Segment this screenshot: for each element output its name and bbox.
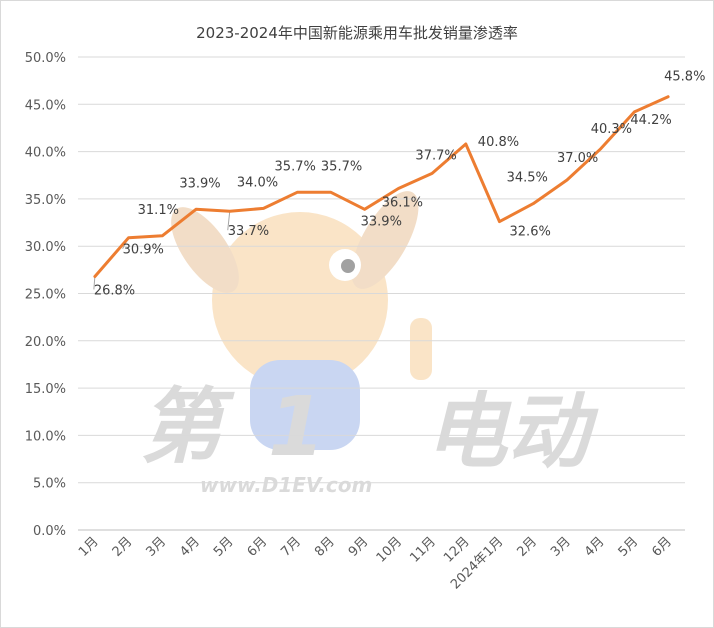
x-tick-label: 9月 xyxy=(346,534,372,560)
watermark-char-right: 电动 xyxy=(425,385,599,480)
data-label: 32.6% xyxy=(510,225,551,240)
data-label: 35.7% xyxy=(321,159,362,174)
label-leader-line xyxy=(227,211,231,231)
y-tick-label: 45.0% xyxy=(25,98,66,113)
y-tick-label: 0.0% xyxy=(33,524,66,539)
data-label: 37.7% xyxy=(415,148,456,163)
mascot-body xyxy=(250,360,360,450)
data-label: 33.9% xyxy=(179,176,220,191)
series-line xyxy=(93,95,670,278)
watermark-logo: 第 1 电动 www.D1EV.com xyxy=(140,191,599,497)
data-labels: 26.8%30.9%31.1%33.9%33.7%34.0%35.7% 35.7%… xyxy=(94,70,706,299)
data-label: 33.7% xyxy=(228,224,269,239)
y-tick-label: 15.0% xyxy=(25,382,66,397)
grid-lines xyxy=(78,56,685,531)
y-axis-ticks: 0.0% 5.0% 10.0% 15.0% 20.0% 25.0% 30.0% 35.0% 40… xyxy=(25,51,66,539)
watermark-char-left: 第 xyxy=(140,380,235,475)
x-tick-label: 4月 xyxy=(582,534,608,560)
x-tick-label: 5月 xyxy=(616,534,642,560)
data-label: 40.8% xyxy=(478,135,519,150)
x-tick-label: 2月 xyxy=(110,534,136,560)
x-tick-label: 2月 xyxy=(514,534,540,560)
data-label: 37.0% xyxy=(557,151,598,166)
x-tick-label: 6月 xyxy=(649,534,675,560)
x-tick-label: 3月 xyxy=(143,534,169,560)
watermark-num: 1 xyxy=(268,380,325,475)
x-tick-label: 8月 xyxy=(312,534,338,560)
data-label: 26.8% xyxy=(94,283,135,298)
data-label: 45.8% xyxy=(664,70,705,85)
x-tick-label: 11月 xyxy=(407,534,438,565)
data-label: 44.2% xyxy=(630,113,671,128)
x-tick-label: 6月 xyxy=(245,534,271,560)
mascot-ear-right xyxy=(351,191,419,289)
data-label: 40.3% xyxy=(591,122,632,137)
y-tick-label: 35.0% xyxy=(25,193,66,208)
x-tick-label: 3月 xyxy=(548,534,574,560)
y-tick-label: 10.0% xyxy=(25,429,66,444)
data-label: 31.1% xyxy=(138,203,179,218)
x-tick-label: 4月 xyxy=(177,534,203,560)
data-label: 36.1% xyxy=(382,195,423,210)
x-tick-label: 7月 xyxy=(278,534,304,560)
data-label: 35.7% xyxy=(275,159,316,174)
y-tick-label: 5.0% xyxy=(33,477,66,492)
y-tick-label: 20.0% xyxy=(25,335,66,350)
y-tick-label: 50.0% xyxy=(25,51,66,66)
mascot-thumb xyxy=(410,318,432,380)
data-label: 34.0% xyxy=(237,175,278,190)
mascot-ear-left xyxy=(171,207,239,293)
watermark-url: www.D1EV.com xyxy=(200,473,372,497)
y-tick-label: 30.0% xyxy=(25,240,66,255)
y-tick-label: 40.0% xyxy=(25,146,66,161)
label-leader-line xyxy=(93,276,96,290)
mascot-pupil xyxy=(341,259,355,273)
y-tick-label: 25.0% xyxy=(25,288,66,303)
x-tick-label: 1月 xyxy=(76,534,102,560)
data-label: 30.9% xyxy=(123,243,164,258)
data-label: 34.5% xyxy=(507,171,548,186)
chart-title: 2023-2024年中国新能源乘用车批发销量渗透率 xyxy=(196,24,518,42)
data-label: 33.9% xyxy=(361,214,402,229)
x-tick-label: 5月 xyxy=(211,534,237,560)
x-tick-label: 10月 xyxy=(374,534,405,565)
